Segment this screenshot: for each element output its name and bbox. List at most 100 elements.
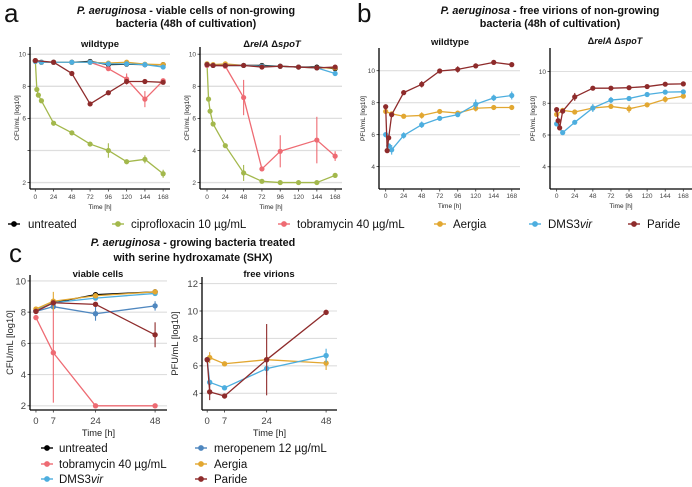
x-tick-label: 24	[90, 416, 101, 427]
series-dms3vir	[383, 91, 515, 155]
x-tick-label: 96	[277, 194, 285, 201]
data-point	[263, 356, 270, 363]
x-tick-label: 96	[105, 194, 113, 201]
x-tick-label: 72	[607, 193, 615, 200]
data-point	[557, 125, 563, 131]
data-point	[142, 156, 148, 162]
data-point	[455, 112, 461, 118]
data-point	[124, 61, 130, 67]
x-tick-label: 24	[571, 193, 579, 200]
data-point	[662, 89, 668, 95]
y-tick-label: 8	[22, 84, 26, 91]
y-tick-label: 4	[371, 164, 375, 171]
data-point	[560, 108, 566, 114]
data-point	[33, 308, 39, 315]
x-tick-label: 168	[506, 193, 517, 200]
x-tick-label: 120	[121, 194, 132, 201]
data-point	[87, 141, 93, 147]
y-tick-label: 8	[21, 307, 26, 318]
data-point	[560, 130, 566, 136]
series-aergia	[33, 289, 158, 312]
data-point	[221, 385, 228, 391]
x-tick-label: 72	[258, 194, 266, 201]
legend-marker-icon	[41, 461, 53, 467]
series-paride	[554, 81, 686, 131]
x-tick-label: 96	[454, 193, 462, 200]
legend-marker-icon	[278, 221, 290, 227]
data-point	[32, 58, 38, 64]
data-point	[323, 360, 329, 366]
data-point	[92, 293, 99, 299]
panel-c-title-line1: P. aeruginosa - growing bacteria treated	[91, 237, 295, 249]
y-tick-label: 4	[21, 370, 26, 381]
panel-a-title-line2: bacteria (48h of cultivation)	[116, 18, 257, 30]
c-free-virions-plot: 4 6 8 10 12 0 7 24 48 Time [h] PFU/mL [log10]	[170, 277, 337, 438]
x-tick-label: 144	[660, 193, 671, 200]
series-dms3vir	[554, 89, 686, 136]
data-point	[332, 153, 338, 159]
x-tick-label: 96	[625, 193, 633, 200]
data-point	[455, 66, 461, 73]
data-point	[437, 115, 443, 121]
data-point	[644, 83, 650, 90]
data-point	[608, 103, 614, 110]
x-tick-label: 144	[488, 193, 499, 200]
x-tick-label: 168	[158, 194, 169, 201]
legend-label: Aergia	[214, 459, 248, 471]
data-point	[572, 119, 578, 125]
data-point	[69, 130, 75, 136]
delta-symbol: Δ	[588, 36, 595, 46]
legend-item-tobramycin: tobramycin 40 µg/mL	[41, 459, 167, 471]
data-point	[680, 89, 686, 95]
legend-label: ciprofloxacin 10 µg/mL	[131, 219, 247, 231]
legend-marker-icon	[41, 445, 53, 451]
c-free-virions-title: free virions	[243, 269, 294, 280]
legend-marker-icon	[434, 221, 446, 227]
a-wildtype-plot: 2 6 8 10 0 24 48 72 96 120 144 168 Time [h] CFU/mL [l…	[14, 47, 170, 211]
data-point	[554, 107, 560, 113]
x-tick-label: 24	[400, 193, 408, 200]
data-point	[295, 64, 302, 70]
legend-label: Paride	[214, 474, 247, 486]
y-tick-label: 6	[21, 339, 26, 350]
data-point	[105, 66, 111, 72]
panel-b-title-line2: bacteria (48h of cultivation)	[480, 18, 621, 30]
data-point	[277, 179, 283, 186]
data-point	[419, 112, 425, 119]
legend-item-meropenem: meropenem 12 µg/mL	[195, 443, 327, 455]
data-point	[38, 98, 45, 104]
panel-a-letter: a	[4, 0, 19, 28]
x-tick-label: 0	[205, 416, 210, 427]
series-line	[35, 291, 156, 310]
legend-label: Paride	[647, 219, 680, 231]
x-tick-label: 7	[51, 416, 56, 427]
data-point	[259, 64, 265, 70]
legend-marker-icon	[8, 221, 20, 227]
data-point	[401, 113, 407, 119]
data-point	[222, 143, 228, 149]
data-point	[491, 95, 497, 101]
data-point	[509, 104, 515, 111]
b-wildtype-title: wildtype	[430, 37, 469, 48]
legend-dot	[11, 221, 17, 227]
b-relA-spoT-plot: 4 6 8 10 0 24 48 72 96 120 144 168 Time [h] PFU/mL [l…	[530, 48, 692, 210]
legend-label: meropenem 12 µg/mL	[214, 443, 327, 455]
x-axis-label: Time [h]	[609, 203, 632, 210]
x-axis-label: Time [h]	[88, 204, 111, 211]
panel-c-title-line2: with serine hydroxamate (SHX)	[113, 252, 273, 264]
data-point	[50, 350, 57, 356]
y-tick-label: 10	[368, 68, 376, 75]
series-ciprofloxacin-10-ug-ml	[204, 61, 338, 186]
series-line	[35, 59, 164, 105]
y-tick-label: 8	[542, 101, 546, 108]
y-tick-label: 8	[193, 334, 198, 345]
series-line	[35, 317, 156, 407]
data-point	[241, 170, 247, 176]
data-point	[142, 96, 148, 102]
data-point	[386, 135, 392, 141]
legend-dot	[44, 476, 50, 482]
data-point	[473, 101, 479, 107]
